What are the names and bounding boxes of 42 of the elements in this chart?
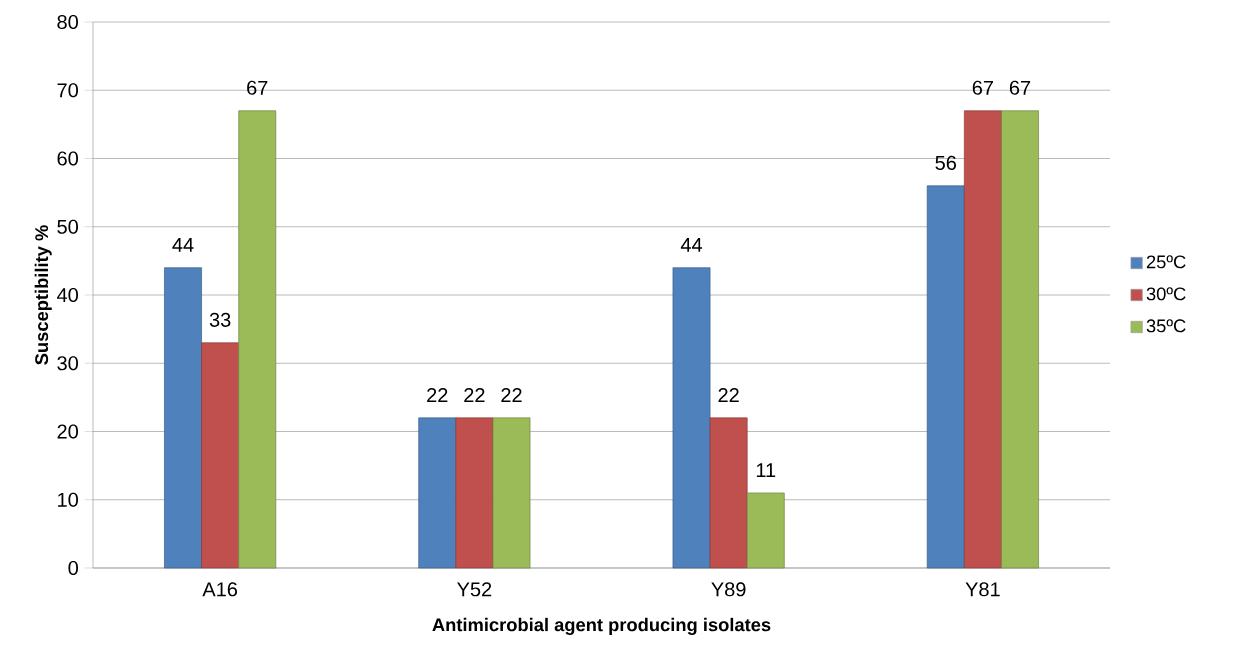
data-label: 22 [718, 388, 739, 402]
y-tick-label: 20 [57, 424, 79, 439]
bar [926, 185, 965, 569]
x-tick-label: Y89 [711, 582, 746, 597]
y-tick-label: 80 [57, 14, 79, 30]
y-tick-label: 40 [57, 287, 79, 303]
y-tick-label: 30 [57, 356, 79, 371]
data-label: 22 [464, 388, 485, 402]
data-label: 11 [756, 463, 776, 478]
y-tick-label: 10 [58, 492, 79, 507]
y-axis-title: Susceptibility % [34, 225, 52, 365]
x-tick-label: A16 [202, 582, 238, 597]
bar [164, 267, 202, 569]
data-label: 22 [501, 388, 522, 402]
x-axis-title: Antimicrobial agent producing isolates [432, 617, 771, 635]
data-label: 67 [247, 80, 268, 95]
y-tick-label: 70 [57, 83, 79, 98]
data-label: 33 [209, 312, 231, 327]
data-label: 44 [680, 238, 703, 252]
bar [455, 417, 494, 569]
data-label: 22 [427, 388, 448, 402]
data-label: 44 [172, 238, 194, 252]
data-label: 67 [1009, 80, 1031, 95]
y-tick-label: 50 [57, 219, 79, 234]
legend-label: 30ºC [1146, 287, 1186, 301]
y-tick-label: 60 [57, 151, 79, 166]
legend-label: 35ºC [1146, 319, 1186, 333]
x-tick-label: Y52 [457, 582, 492, 597]
bar [418, 417, 457, 569]
bar [201, 342, 240, 569]
bar [672, 267, 711, 569]
bar [709, 417, 748, 569]
y-tick-label: 0 [68, 560, 79, 576]
data-label: 56 [935, 155, 957, 170]
bar [238, 110, 277, 569]
bar [492, 417, 531, 569]
data-label: 67 [972, 80, 993, 95]
legend-label: 25ºC [1146, 255, 1186, 269]
bar [746, 492, 785, 569]
bar [963, 110, 1002, 569]
x-tick-label: Y81 [965, 582, 1000, 597]
bar [1001, 110, 1039, 569]
